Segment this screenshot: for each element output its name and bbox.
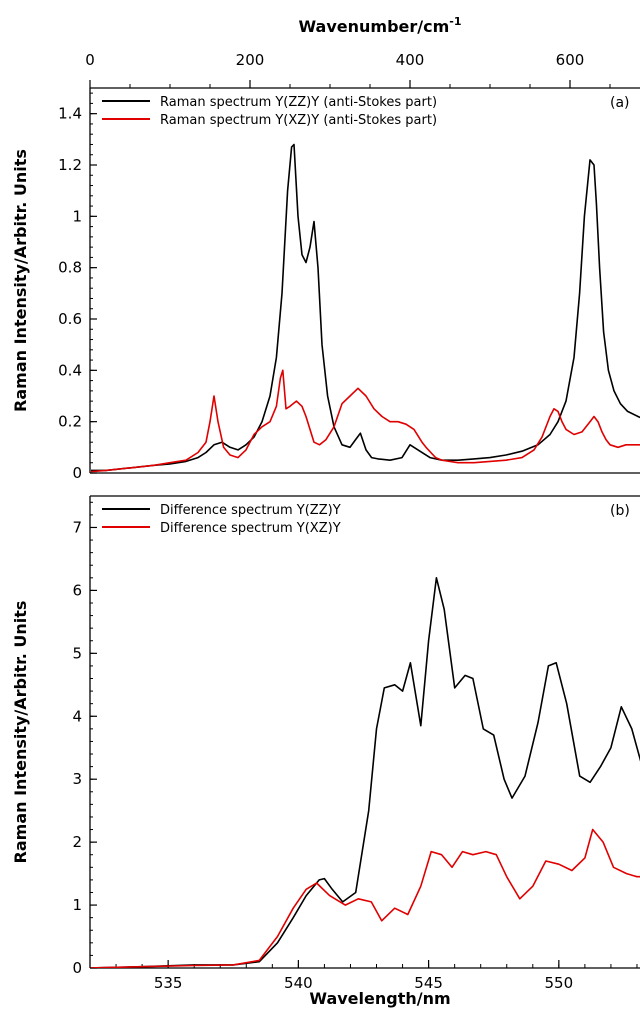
legend-label-1: Difference spectrum Y(ZZ)Y: [160, 503, 341, 518]
y-tick-label: 1: [72, 896, 82, 914]
panel-label: (b): [610, 503, 630, 519]
y-tick-label: 0.6: [58, 310, 82, 328]
series-line-2: [91, 369, 640, 473]
y-axis-title: Raman Intensity/Arbitr. Units: [11, 601, 30, 864]
y-tick-label: 0.2: [58, 413, 82, 431]
y-tick-label: 2: [72, 833, 82, 851]
panel-b: 0 1 2 3 4 5 6 7 Raman Intensity/Arbitr. Units 535…: [11, 495, 640, 1008]
y-tick-label: 3: [72, 770, 82, 788]
x-axis-title: Wavelength/nm: [309, 989, 450, 1008]
x-tick-label: 545: [414, 974, 443, 992]
y-axis-title: Raman Intensity/Arbitr. Units: [11, 149, 30, 412]
panel-a: 0 0.2 0.4 0.6 0.8 1 1.2 1.4 Raman Intensity/Arbi…: [11, 15, 640, 482]
y-tick-label: 1.4: [58, 105, 82, 123]
series-line-1: [91, 143, 640, 472]
y-tick-label: 0: [72, 464, 82, 482]
y-tick-label: 5: [72, 644, 82, 662]
y-tick-label: 1: [72, 207, 82, 225]
y-tick-label: 0.4: [58, 361, 82, 379]
series-line-2: [91, 828, 640, 968]
y-tick-label: 7: [72, 518, 82, 536]
y-tick-label: 4: [72, 707, 82, 725]
y-tick-label: 0: [72, 959, 82, 977]
y-tick-label: 6: [72, 581, 82, 599]
series-line-1: [91, 576, 640, 968]
panel-label: (a): [610, 95, 630, 111]
y-tick-label: 0.8: [58, 259, 82, 277]
y-tick-label: 1.2: [58, 156, 82, 174]
top-tick-label: 400: [396, 51, 425, 69]
legend-label-2: Raman spectrum Y(XZ)Y (anti-Stokes part): [160, 113, 437, 128]
top-axis-title-superscript: -1: [449, 15, 461, 28]
top-tick-label: 0: [85, 51, 95, 69]
top-axis-title: Wavenumber/cm-1: [298, 15, 461, 36]
x-tick-label: 540: [284, 974, 313, 992]
legend-label-1: Raman spectrum Y(ZZ)Y (anti-Stokes part): [160, 95, 437, 110]
x-tick-label: 535: [154, 974, 183, 992]
legend-label-2: Difference spectrum Y(XZ)Y: [160, 521, 341, 536]
top-tick-label: 200: [236, 51, 265, 69]
top-tick-label: 600: [556, 51, 585, 69]
x-tick-label: 550: [545, 974, 574, 992]
